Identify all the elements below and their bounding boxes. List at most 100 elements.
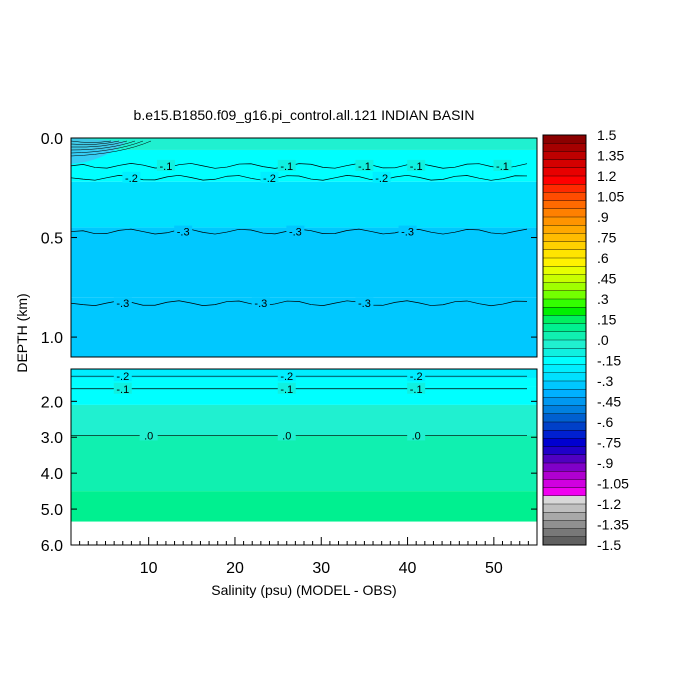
- contour-label: -.1: [160, 161, 173, 173]
- colorbar-swatch: [542, 282, 587, 292]
- contour-label-bg: [122, 171, 141, 183]
- contour-label-bg: [355, 159, 374, 171]
- colorbar-swatch: [542, 438, 587, 448]
- colorbar-swatch: [542, 159, 587, 169]
- colorbar-label: 1.2: [597, 168, 617, 184]
- contour-label-bg: [277, 429, 296, 441]
- contour-line: [70, 163, 528, 169]
- contour-label-bg: [407, 429, 426, 441]
- colorbar-swatch: [542, 142, 587, 152]
- surface-contour: [70, 140, 120, 145]
- contour-label: -.2: [125, 173, 138, 185]
- contour-label: -.2: [116, 371, 129, 383]
- colorbar-swatch: [542, 389, 587, 398]
- surface-contour: [70, 140, 152, 157]
- colorbar-label: .75: [597, 230, 617, 246]
- contour-label: -.1: [496, 161, 509, 173]
- contour-label: .0: [144, 430, 153, 442]
- contour-label: -.1: [116, 384, 129, 396]
- colorbar-swatch: [542, 536, 587, 546]
- contour-label: -.2: [410, 371, 423, 383]
- colorbar-swatch: [542, 331, 587, 341]
- contour-band: [71, 297, 537, 357]
- y-tick-label: 3.0: [41, 430, 63, 447]
- contour-label: -.3: [116, 298, 129, 310]
- contour-label-bg: [113, 297, 132, 309]
- contour-band: [71, 435, 537, 492]
- colorbar-swatch: [542, 233, 587, 243]
- contour-band: [71, 377, 537, 387]
- colorbar-swatch: [542, 520, 587, 530]
- colorbar-label: -.45: [597, 394, 621, 410]
- colorbar-label: 1.5: [597, 127, 617, 143]
- colorbar-swatch: [542, 192, 587, 202]
- colorbar-swatch: [542, 495, 587, 505]
- colorbar-swatch: [542, 167, 587, 177]
- surface-contour: [70, 140, 136, 151]
- surface-contour: [70, 140, 144, 154]
- colorbar-swatch: [542, 446, 587, 456]
- contour-label: .0: [412, 430, 421, 442]
- colorbar-swatch: [542, 512, 587, 521]
- colorbar-label: .15: [597, 312, 617, 328]
- colorbar-label: -1.35: [597, 517, 629, 533]
- colorbar-swatch: [542, 356, 587, 366]
- contour-label-bg: [398, 225, 417, 237]
- contour-band: [71, 491, 537, 522]
- colorbar-swatch: [542, 397, 587, 407]
- colorbar-swatch: [542, 348, 587, 357]
- colorbar-swatch: [542, 290, 587, 300]
- colorbar-label: .3: [597, 291, 609, 307]
- y-tick-label: 0.5: [41, 231, 63, 248]
- colorbar-label: -1.5: [597, 537, 621, 553]
- contour-label-bg: [277, 159, 296, 171]
- colorbar-swatch: [542, 372, 587, 382]
- contour-line: [70, 174, 528, 181]
- colorbar-swatch: [542, 315, 587, 325]
- contour-label-bg: [174, 225, 193, 237]
- lower-panel: -.2 -.2 -.2-.1 -.1 -.1.0.0.02.03.04.05.06.01…: [41, 368, 538, 577]
- contour-label: .0: [282, 430, 291, 442]
- colorbar-swatch: [542, 266, 587, 275]
- colorbar-swatch: [542, 364, 587, 374]
- contour-label-bg: [286, 225, 305, 237]
- colorbar-label: -.75: [597, 435, 621, 451]
- y-tick-label: 6.0: [41, 538, 63, 555]
- contour-label-bg: [113, 382, 132, 394]
- colorbar-label: -.9: [597, 455, 614, 471]
- contour-label: -.2: [263, 173, 276, 185]
- contour-label: -.3: [254, 298, 267, 310]
- contour-label-bg: [113, 370, 132, 382]
- colorbar-swatch: [542, 487, 587, 497]
- contour-label-bg: [156, 159, 175, 171]
- colorbar-swatch: [542, 257, 587, 267]
- contour-label-bg: [407, 159, 426, 171]
- y-tick-label: 4.0: [41, 466, 63, 483]
- contour-label: -.1: [280, 384, 293, 396]
- contour-label-bg: [407, 370, 426, 382]
- colorbar-swatch: [542, 503, 587, 513]
- colorbar-label: -1.2: [597, 496, 621, 512]
- x-tick-label: 40: [399, 560, 417, 577]
- upper-panel: -.1 -.1 -.1 -.1 -.1 -.2 -.2 -.2 -.3 -.3 -.3 -.3 -.3 -…: [41, 131, 538, 358]
- colorbar-label: .9: [597, 209, 609, 225]
- colorbar-swatch: [542, 413, 587, 423]
- contour-label: -.3: [358, 298, 371, 310]
- colorbar-swatch: [542, 307, 587, 316]
- contour-line: [70, 300, 528, 307]
- contour-band: [71, 227, 537, 298]
- x-tick-label: 10: [140, 560, 158, 577]
- surface-contour: [70, 140, 112, 143]
- colorbar-swatch: [542, 471, 587, 480]
- colorbar-swatch: [542, 274, 587, 284]
- colorbar: 1.5 1.35 1.2 1.05 .9 .75 .6 .45 .3 .15 .0 -.15 -.3 -.…: [542, 127, 629, 553]
- colorbar-swatch: [542, 183, 587, 193]
- contour-label-bg: [493, 159, 512, 171]
- colorbar-swatch: [542, 298, 587, 308]
- colorbar-swatch: [542, 216, 587, 226]
- x-tick-label: 20: [226, 560, 244, 577]
- contour-band: [71, 369, 537, 378]
- colorbar-label: .6: [597, 250, 609, 266]
- contour-label: -.3: [289, 227, 302, 239]
